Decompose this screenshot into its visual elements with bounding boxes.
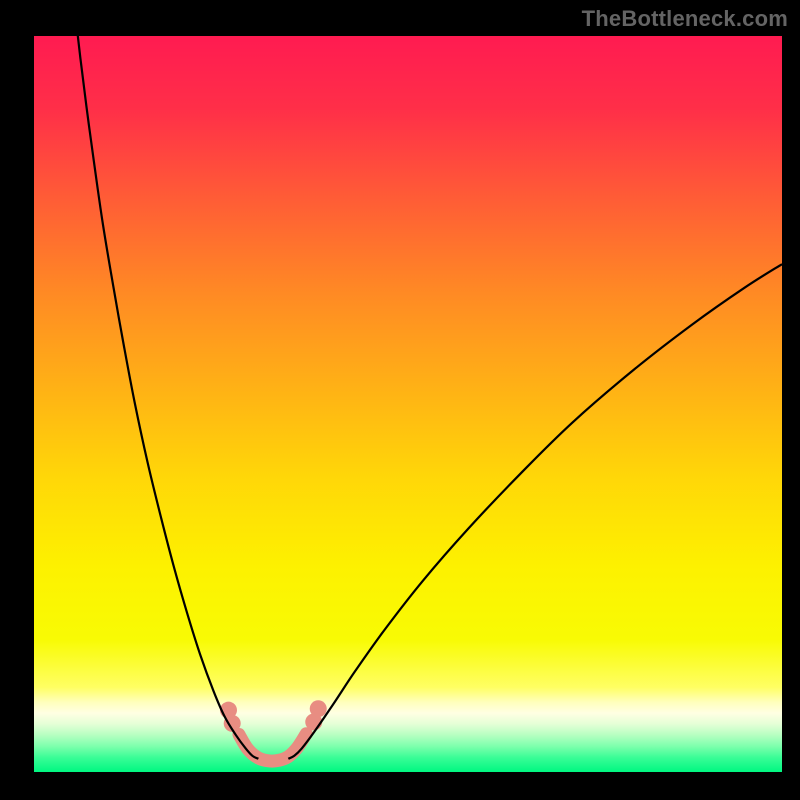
valley-marker [310, 700, 327, 717]
gradient-background [34, 36, 782, 772]
plot-area [34, 36, 782, 772]
watermark-label: TheBottleneck.com [582, 6, 788, 32]
bottleneck-curve-svg [34, 36, 782, 772]
chart-frame: TheBottleneck.com [0, 0, 800, 800]
